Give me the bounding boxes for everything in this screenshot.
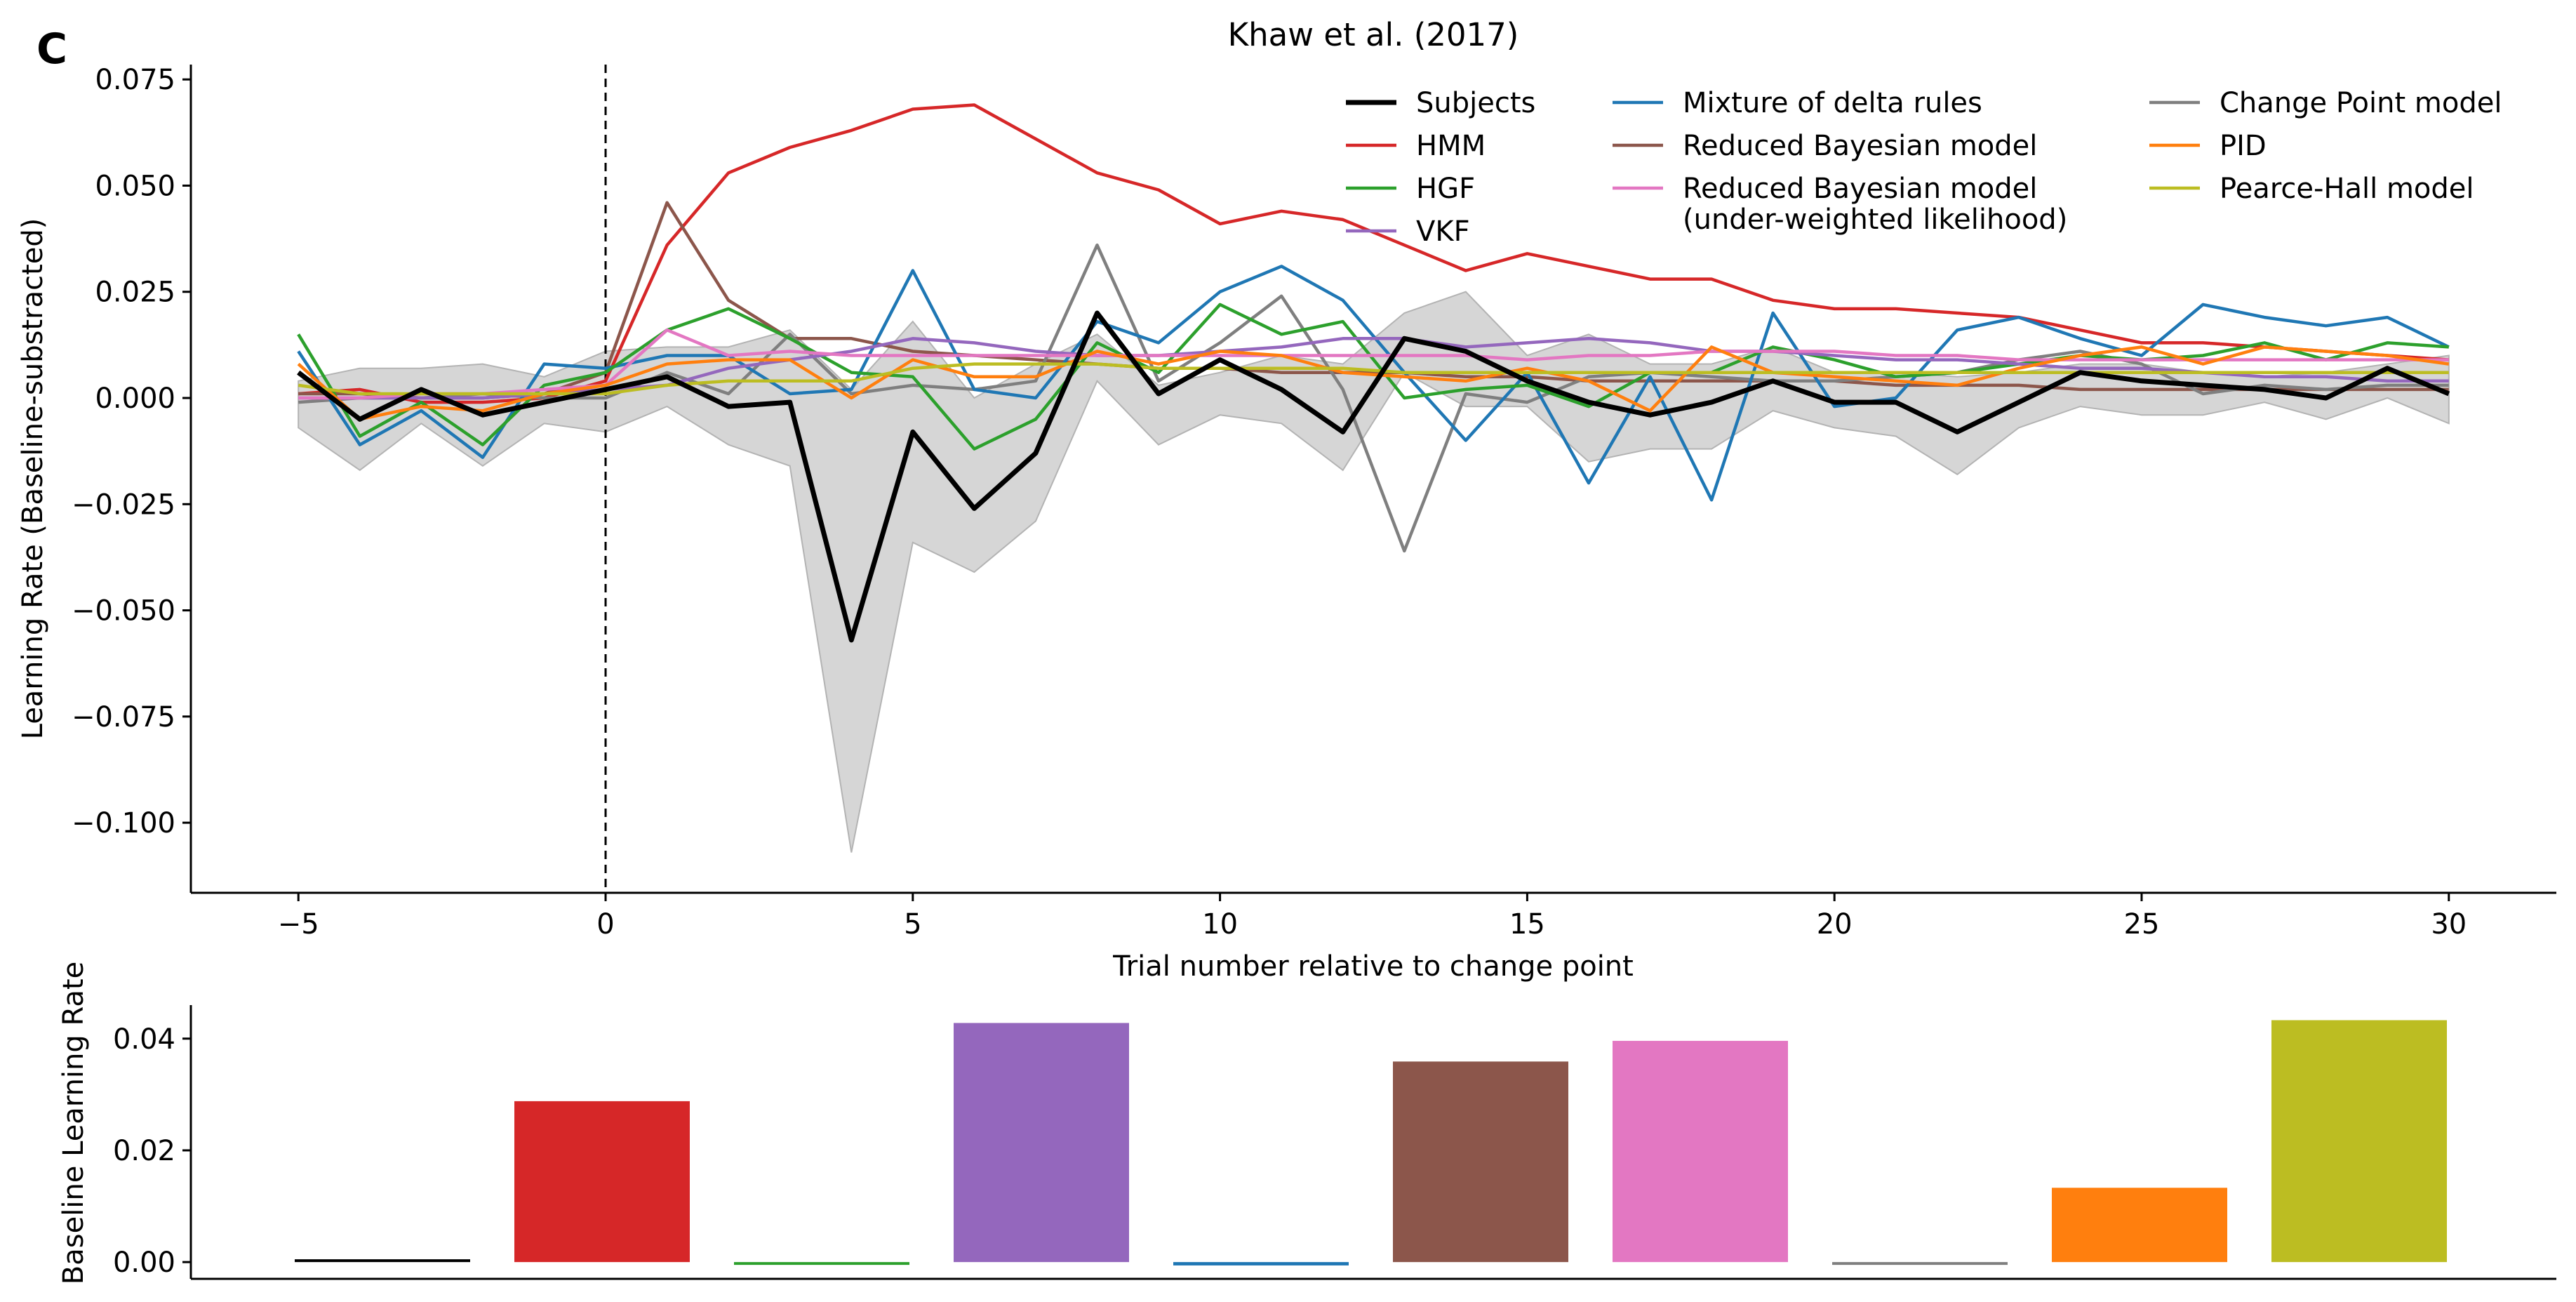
y-tick-label: −0.075 [72,701,175,733]
bar-y-tick-label: 0.00 [113,1247,175,1279]
x-tick-label: 20 [1817,908,1853,941]
x-axis-label: Trial number relative to change point [1112,950,1634,983]
legend-label: HMM [1416,130,1486,162]
series-line-pid [297,345,2450,421]
series-line-subjects [297,310,2450,643]
x-tick-label: 5 [904,908,921,941]
bar-plot: 0.00 0.02 0.04 [113,1005,2556,1280]
legend-label: Pearce-Hall model [2220,173,2474,205]
series-line-mixture-of-delta-rules [297,265,2450,502]
series-line-reduced-bayesian-model [298,328,2449,400]
bar-y-tick-label: 0.04 [113,1023,175,1056]
bar-vkf [954,1023,1129,1263]
bar-change-point-model [1832,1262,2008,1266]
y-tick-label: 0.075 [95,64,175,96]
y-tick-label: −0.025 [72,489,175,521]
y-tick-label: −0.100 [72,807,175,839]
x-tick-label: 25 [2124,908,2160,941]
bar-mixture-of-delta-rules [1173,1262,1349,1266]
legend-label: PID [2220,130,2267,162]
legend-label: Reduced Bayesian model [1683,130,2037,162]
bar-reduced-bayesian-model-under-weighted-likelihood- [1613,1040,1788,1263]
bar-subjects [295,1259,470,1263]
legend-label: Subjects [1416,87,1535,119]
legend-label: Reduced Bayesian model [1683,173,2037,205]
series-line-hgf [297,303,2449,451]
chart-title: Khaw et al. (2017) [1228,16,1519,53]
bar-reduced-bayesian-model [1393,1061,1568,1263]
bar-hmm [514,1101,690,1263]
bar-pearce-hall-model [2271,1020,2447,1263]
bar-y-tick-label: 0.02 [113,1135,175,1167]
main-plot: −5 0 5 10 15 20 25 30 0.075 0.050 0.025 0.000 −0.025… [72,64,2556,941]
y-tick-label: −0.050 [72,595,175,627]
bar-pid [2052,1188,2227,1263]
x-tick-label: 10 [1202,908,1238,941]
x-tick-label: −5 [278,908,319,941]
panel-letter: C [36,25,67,74]
legend-label: Change Point model [2220,87,2502,119]
legend-label: VKF [1416,215,1470,248]
legend-label: (under-weighted likelihood) [1683,204,2067,236]
series-line-reduced-bayesian-model [298,201,2449,400]
bar-hgf [734,1262,909,1266]
y-tick-label: 0.025 [95,277,175,309]
legend: Subjects HMM HGF VKF Mixture of delta rules R… [1346,87,2502,248]
y-axis-label: Learning Rate (Baseline-substracted) [17,218,49,740]
x-tick-label: 15 [1509,908,1545,941]
legend-label: Mixture of delta rules [1683,87,1982,119]
bar-y-axis-label: Baseline Learning Rate [58,962,90,1284]
y-tick-label: 0.000 [95,383,175,415]
y-tick-label: 0.050 [95,170,175,202]
x-tick-label: 30 [2431,908,2467,941]
legend-label: HGF [1416,173,1475,205]
x-tick-label: 0 [596,908,614,941]
